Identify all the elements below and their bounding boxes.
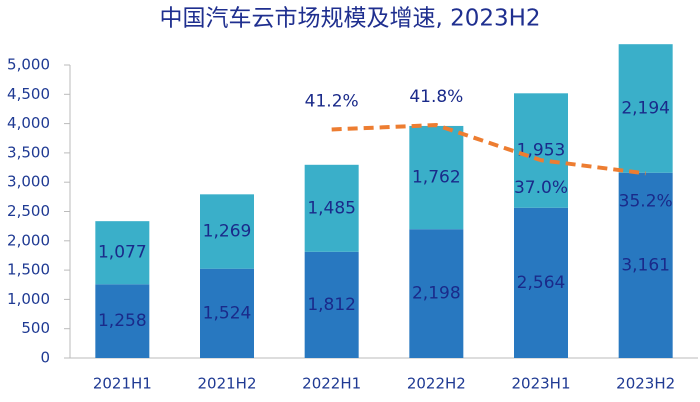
bar-segment [95, 221, 150, 285]
value-label: 1,077 [98, 243, 147, 263]
growth-label: 37.0% [514, 178, 568, 198]
x-tick-label: 2023H1 [512, 375, 571, 393]
value-label: 1,258 [98, 311, 147, 331]
value-label: 3,161 [621, 255, 670, 275]
value-label: 1,762 [412, 168, 461, 188]
growth-label: 41.2% [305, 91, 359, 111]
chart-title: 中国汽车云市场规模及增速, 2023H2 [159, 6, 540, 32]
bar-segment [409, 229, 464, 358]
y-tick-label: 1,500 [7, 261, 50, 279]
value-label: 1,812 [307, 295, 356, 315]
value-label: 1,524 [203, 303, 252, 323]
y-tick-label: 2,000 [7, 231, 50, 249]
y-tick-label: 3,500 [7, 143, 50, 161]
value-label: 2,564 [517, 273, 566, 293]
x-tick-label: 2021H2 [198, 375, 257, 393]
bar-segment [618, 172, 673, 358]
x-tick-label: 2023H2 [616, 375, 675, 393]
x-tick-label: 2021H1 [93, 375, 152, 393]
bar-segment [514, 207, 568, 358]
growth-label: 41.8% [409, 87, 463, 107]
bar-segment [409, 125, 464, 230]
growth-line [331, 123, 646, 176]
y-tick-label: 2,500 [7, 202, 50, 220]
growth-label: 35.2% [619, 191, 673, 211]
y-tick-label: 0 [40, 349, 50, 367]
y-tick-label: 4,000 [7, 114, 50, 132]
x-tick-label: 2022H2 [407, 375, 466, 393]
bar-segment [514, 93, 568, 208]
x-tick-label: 2022H1 [302, 375, 361, 393]
bar-segment [200, 194, 254, 269]
y-tick-label: 500 [21, 319, 50, 337]
y-tick-label: 3,000 [7, 173, 50, 191]
value-label: 1,485 [307, 198, 356, 218]
value-label: 2,198 [412, 284, 461, 304]
bar-segment [304, 164, 359, 252]
bar-segment [618, 44, 673, 173]
y-tick-label: 4,500 [7, 85, 50, 103]
bar-segment [95, 284, 150, 358]
value-label: 1,953 [517, 141, 566, 161]
bar-segment [304, 251, 359, 358]
bar-segment [200, 268, 254, 358]
value-label: 1,269 [203, 222, 252, 242]
y-tick-label: 1,000 [7, 290, 50, 308]
value-label: 2,194 [621, 98, 670, 118]
y-tick-label: 5,000 [7, 56, 50, 74]
